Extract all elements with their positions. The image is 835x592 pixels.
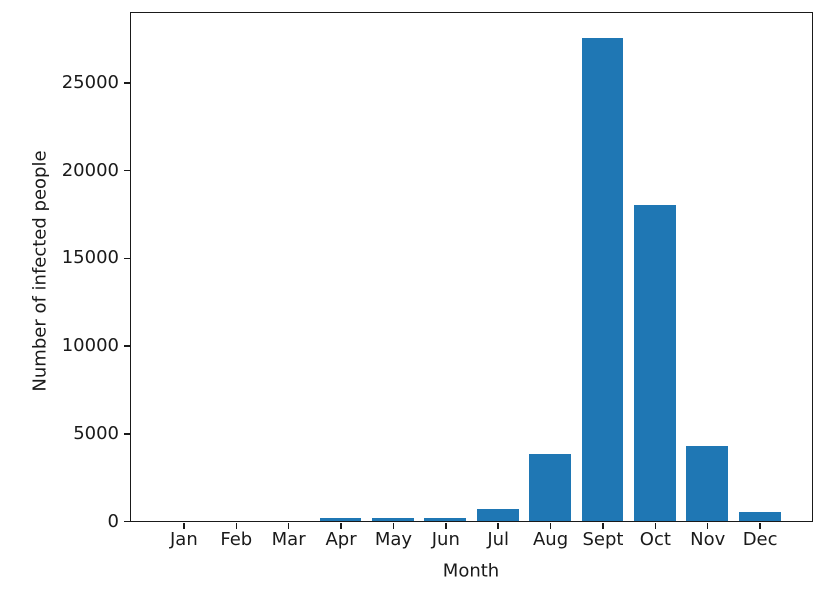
x-tick-label: Sept xyxy=(582,529,624,550)
x-tick-label: Jan xyxy=(170,529,198,550)
y-tick-label: 0 xyxy=(107,510,119,532)
x-tick-mark xyxy=(340,523,342,529)
x-tick-mark xyxy=(235,523,238,529)
x-tick-label: May xyxy=(374,529,413,550)
x-tick-label: Aug xyxy=(532,529,569,550)
x-tick-mark xyxy=(549,523,552,529)
y-tick-mark xyxy=(124,520,130,523)
x-tick-mark xyxy=(654,523,657,529)
x-tick-label: Feb xyxy=(220,529,253,550)
x-tick-label: Jul xyxy=(487,529,510,550)
x-tick-mark xyxy=(183,523,185,529)
x-axis-label: Month xyxy=(442,560,500,582)
y-tick-mark xyxy=(124,257,130,260)
y-tick-mark xyxy=(124,433,130,435)
x-tick-label: Nov xyxy=(690,529,726,550)
bar-apr xyxy=(319,517,362,521)
y-tick-mark xyxy=(124,169,130,172)
bar-nov xyxy=(686,445,729,521)
y-tick-label: 20000 xyxy=(61,159,119,181)
x-tick-mark xyxy=(602,523,604,529)
x-tick-mark xyxy=(759,523,761,529)
x-tick-mark xyxy=(392,523,395,529)
bar-dec xyxy=(738,512,781,521)
x-tick-label: Apr xyxy=(325,529,357,550)
bar-sept xyxy=(581,38,624,521)
y-tick-label: 10000 xyxy=(61,335,119,357)
x-tick-mark xyxy=(497,523,499,529)
y-tick-label: 5000 xyxy=(73,422,119,444)
bar-may xyxy=(371,517,414,521)
x-tick-label: Jun xyxy=(431,529,460,550)
plot-area xyxy=(130,12,813,522)
bar-oct xyxy=(633,205,676,521)
y-axis-label: Number of infected people xyxy=(29,150,51,392)
x-tick-mark xyxy=(445,523,447,529)
x-tick-label: Dec xyxy=(742,529,778,550)
bar-jul xyxy=(476,508,519,521)
x-tick-mark xyxy=(287,523,290,529)
x-tick-label: Mar xyxy=(271,529,306,550)
y-tick-label: 25000 xyxy=(61,71,119,93)
x-tick-label: Oct xyxy=(639,529,671,550)
bar-aug xyxy=(529,454,572,521)
y-tick-mark xyxy=(124,82,130,84)
bar-jun xyxy=(424,518,467,521)
y-tick-label: 15000 xyxy=(61,247,119,269)
x-tick-mark xyxy=(706,523,709,529)
y-tick-mark xyxy=(124,345,130,347)
